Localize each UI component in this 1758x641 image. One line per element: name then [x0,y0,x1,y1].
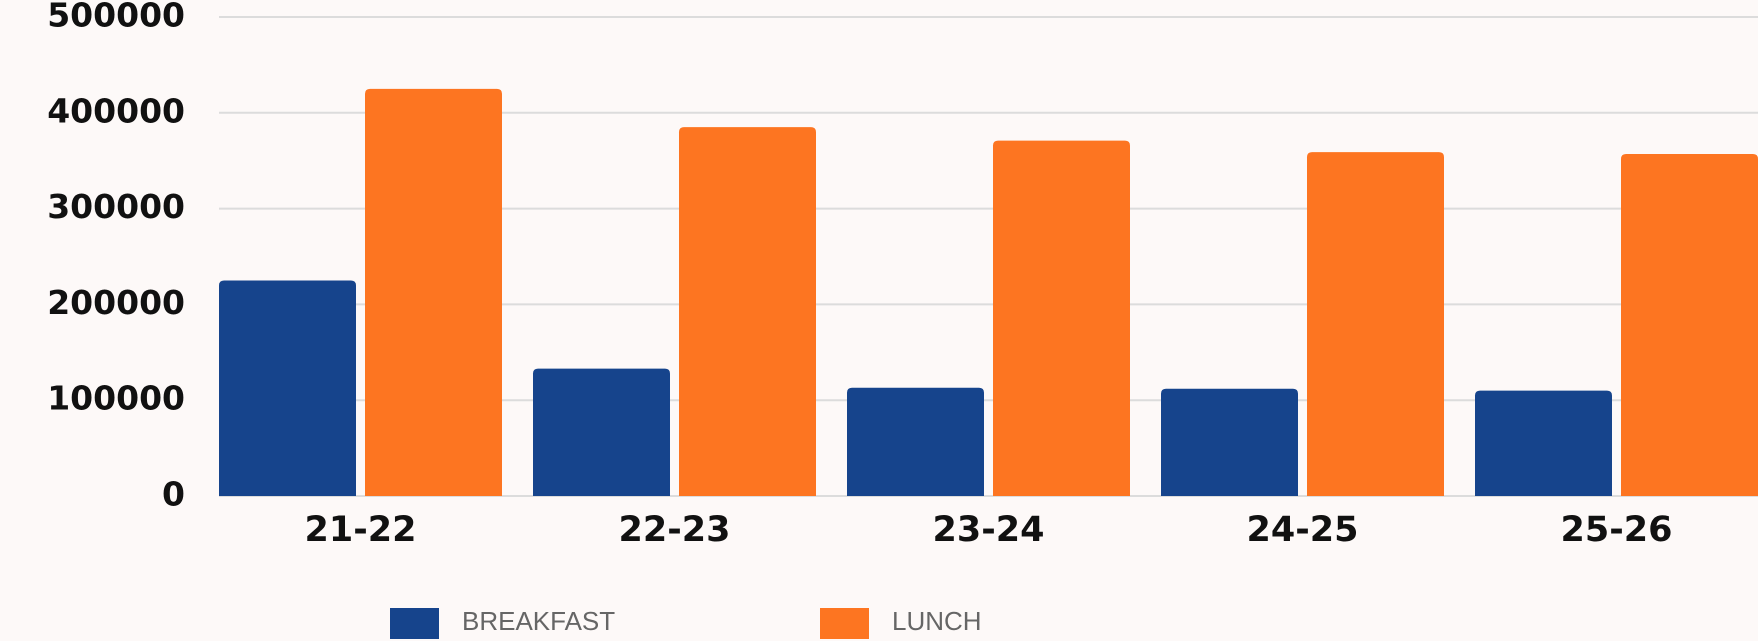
y-tick-label: 200000 [47,283,185,322]
x-tick-label: 22-23 [619,510,731,550]
y-tick-label: 100000 [47,379,185,418]
bar [679,127,816,497]
bar [847,387,984,496]
y-tick-label: 0 [162,475,185,514]
x-tick-label: 24-25 [1247,510,1359,550]
legend-label: LUNCH [892,606,982,636]
y-tick-label: 300000 [47,187,185,226]
legend-label: BREAKFAST [462,606,615,636]
bar [533,368,670,496]
bar [993,140,1130,496]
bar [1307,152,1444,496]
x-tick-label: 21-22 [305,510,417,550]
legend-swatch [820,608,869,639]
bar [219,280,356,496]
x-tick-label: 23-24 [933,510,1045,550]
bar [1621,153,1758,496]
x-tick-label: 25-26 [1561,510,1673,550]
bar [365,88,502,496]
bar [1161,388,1298,496]
y-tick-label: 400000 [47,91,185,130]
y-tick-label: 500000 [47,0,185,35]
legend-swatch [390,608,439,639]
bar [1475,390,1612,496]
